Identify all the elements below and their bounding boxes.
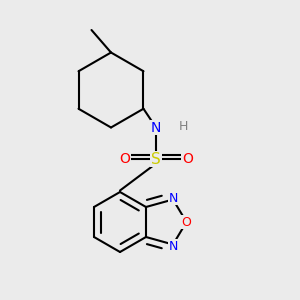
Text: O: O <box>182 215 191 229</box>
Text: O: O <box>182 152 193 166</box>
Text: S: S <box>151 152 161 166</box>
Text: N: N <box>168 239 178 253</box>
Text: N: N <box>151 121 161 134</box>
Text: H: H <box>178 119 188 133</box>
Text: N: N <box>168 191 178 205</box>
Text: O: O <box>119 152 130 166</box>
